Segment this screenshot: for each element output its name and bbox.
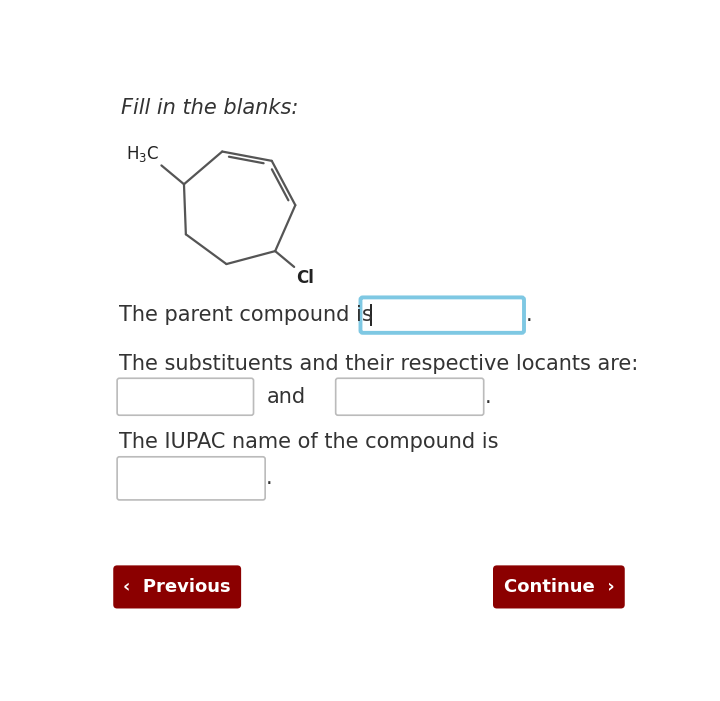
FancyBboxPatch shape xyxy=(361,297,524,333)
Text: ‹  Previous: ‹ Previous xyxy=(123,578,231,596)
Text: .: . xyxy=(266,468,273,489)
Text: The substituents and their respective locants are:: The substituents and their respective lo… xyxy=(120,353,639,374)
Text: The parent compound is: The parent compound is xyxy=(120,305,373,325)
FancyBboxPatch shape xyxy=(493,566,625,608)
Text: Fill in the blanks:: Fill in the blanks: xyxy=(121,98,298,118)
Text: .: . xyxy=(485,387,491,407)
FancyBboxPatch shape xyxy=(113,566,241,608)
FancyBboxPatch shape xyxy=(117,457,265,500)
FancyBboxPatch shape xyxy=(117,379,253,415)
Text: Cl: Cl xyxy=(296,269,314,287)
Text: The IUPAC name of the compound is: The IUPAC name of the compound is xyxy=(120,433,499,452)
Text: .: . xyxy=(526,305,532,325)
Text: Continue  ›: Continue › xyxy=(503,578,614,596)
Text: H$_3$C: H$_3$C xyxy=(126,144,159,164)
Text: and: and xyxy=(266,387,306,407)
FancyBboxPatch shape xyxy=(336,379,484,415)
